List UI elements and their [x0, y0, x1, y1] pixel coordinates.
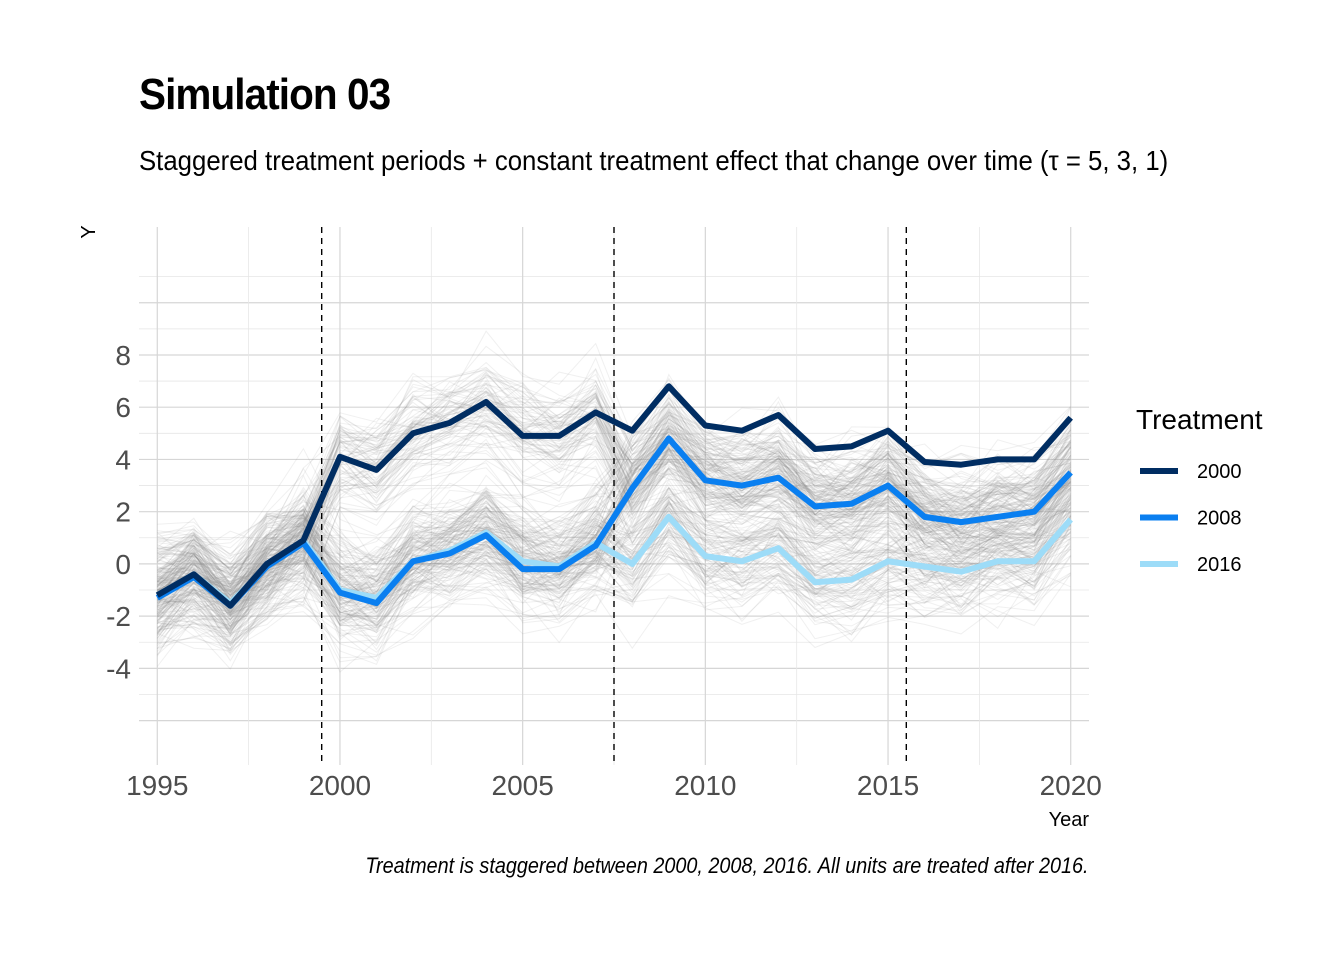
- x-axis-label: Year: [1049, 809, 1090, 831]
- unit-trajectory: [157, 491, 1072, 593]
- x-tick-label: 2015: [857, 770, 919, 801]
- unit-trajectory: [157, 437, 1072, 585]
- y-tick-label: 6: [115, 392, 131, 423]
- unit-trajectory: [157, 396, 1072, 599]
- unit-trajectory: [156, 422, 1072, 635]
- x-tick-label: 2010: [674, 770, 736, 801]
- legend-title: Treatment: [1136, 404, 1263, 435]
- unit-trajectory: [157, 330, 1072, 565]
- legend-label-2016: 2016: [1197, 554, 1242, 576]
- unit-trajectory: [156, 555, 1072, 656]
- unit-trajectory: [157, 427, 1072, 625]
- series-lines: [155, 383, 1073, 609]
- series-line-2008: [155, 435, 1073, 609]
- axis-tick-labels: -4 -2 0 2 4 6 8 1995 2000 2005 2010 2015 2020: [106, 340, 1102, 801]
- unit-trajectory: [156, 501, 1072, 629]
- x-tick-label: 1995: [126, 770, 188, 801]
- y-tick-label: 8: [115, 340, 131, 371]
- unit-trajectory: [156, 502, 1071, 602]
- series-line-2000: [155, 383, 1073, 609]
- unit-trajectory: [157, 422, 1072, 611]
- unit-trajectory: [156, 431, 1072, 594]
- unit-trajectory: [157, 522, 1072, 607]
- unit-trajectory: [157, 403, 1072, 571]
- unit-trajectory: [157, 398, 1071, 575]
- unit-trajectory: [157, 402, 1072, 615]
- x-tick-label: 2005: [492, 770, 554, 801]
- unit-trajectory: [157, 465, 1072, 632]
- unit-trajectory: [157, 426, 1072, 614]
- unit-trajectory: [156, 504, 1071, 599]
- unit-trajectory: [157, 491, 1072, 583]
- unit-trajectory: [157, 461, 1072, 623]
- unit-trajectory: [157, 396, 1072, 619]
- unit-trajectory: [157, 373, 1072, 560]
- unit-trajectory: [156, 556, 1071, 665]
- y-axis-label: Y: [78, 225, 100, 238]
- unit-trajectory: [157, 454, 1072, 571]
- unit-trajectory: [156, 524, 1072, 618]
- unit-trajectory: [157, 434, 1071, 645]
- unit-trajectory: [157, 527, 1071, 651]
- unit-trajectory: [157, 391, 1072, 603]
- y-tick-label: 4: [115, 444, 131, 475]
- unit-trajectory: [157, 555, 1072, 649]
- unit-trajectory: [156, 494, 1072, 656]
- unit-trajectory: [156, 397, 1072, 577]
- y-tick-label: -4: [106, 653, 131, 684]
- unit-trajectory: [157, 570, 1071, 673]
- chart-subtitle: Staggered treatment periods + constant t…: [139, 145, 1169, 176]
- legend-label-2008: 2008: [1197, 508, 1242, 530]
- y-tick-label: 0: [115, 549, 131, 580]
- unit-trajectory: [157, 405, 1072, 608]
- chart-title: Simulation 03: [139, 70, 391, 119]
- x-tick-label: 2020: [1040, 770, 1102, 801]
- unit-trajectory: [156, 442, 1072, 667]
- unit-trajectory: [157, 400, 1071, 628]
- y-tick-label: -2: [106, 601, 131, 632]
- legend-label-2000: 2000: [1197, 461, 1242, 483]
- unit-trajectory: [156, 406, 1072, 620]
- unit-trajectory: [157, 396, 1071, 580]
- unit-trajectory: [157, 403, 1072, 615]
- y-tick-label: 2: [115, 497, 131, 528]
- legend: Treatment 2000 2008 2016: [1136, 404, 1263, 576]
- unit-trajectory: [157, 427, 1071, 645]
- x-tick-label: 2000: [309, 770, 371, 801]
- unit-trajectory: [157, 396, 1071, 578]
- unit-trajectory: [156, 392, 1071, 587]
- unit-trajectory: [157, 495, 1072, 631]
- chart-caption: Treatment is staggered between 2000, 200…: [365, 853, 1089, 878]
- unit-trajectory: [157, 388, 1071, 571]
